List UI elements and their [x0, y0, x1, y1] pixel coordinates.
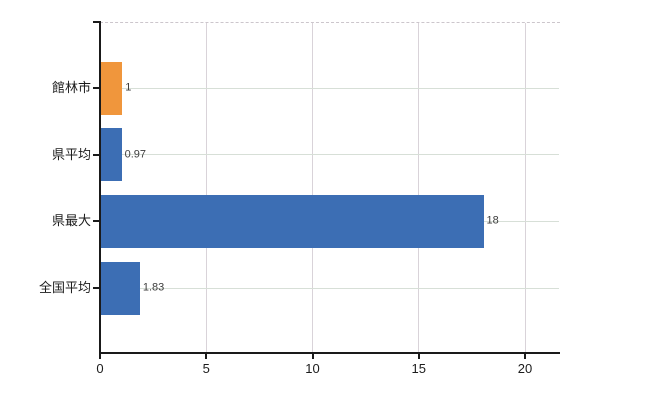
x-axis-tick-label: 0 [96, 361, 104, 376]
vertical-gridline [312, 23, 313, 354]
horizontal-gridline [101, 287, 559, 289]
category-label: 県平均 [51, 146, 91, 162]
y-axis-tick [93, 87, 99, 89]
category-label: 県最大 [51, 213, 91, 229]
bar-value-label: 18 [486, 214, 499, 227]
y-axis-line [99, 21, 101, 354]
horizontal-gridline [101, 154, 559, 156]
bar [101, 128, 122, 182]
x-axis-tick [99, 354, 101, 359]
bar-value-label: 1.83 [142, 281, 165, 294]
bar-value-label: 1 [125, 81, 132, 94]
y-axis-tick [93, 287, 99, 289]
x-axis-line [99, 352, 560, 354]
category-label: 全国平均 [38, 280, 91, 296]
vertical-gridline [524, 23, 526, 354]
x-axis-tick-label: 5 [202, 361, 210, 376]
bar [101, 261, 140, 315]
vertical-gridline [205, 23, 207, 354]
x-axis-tick [205, 354, 208, 359]
category-label: 館林市 [51, 80, 91, 96]
y-axis-tick [93, 153, 99, 156]
bar [101, 194, 484, 248]
y-axis-top-tick [93, 21, 99, 23]
x-axis-tick-label: 15 [411, 361, 426, 376]
x-axis-tick [311, 354, 314, 359]
x-axis-tick-label: 10 [305, 361, 320, 376]
y-axis-tick [93, 220, 99, 223]
plot-area: 1 0.97 18 1.83 [100, 22, 560, 354]
bar-value-label: 0.97 [124, 148, 147, 161]
bar [101, 61, 123, 115]
vertical-gridline [418, 23, 420, 354]
x-axis-tick [417, 354, 420, 359]
horizontal-gridline [101, 87, 559, 89]
x-axis-tick [524, 354, 526, 359]
x-axis-tick-label: 20 [517, 361, 533, 376]
